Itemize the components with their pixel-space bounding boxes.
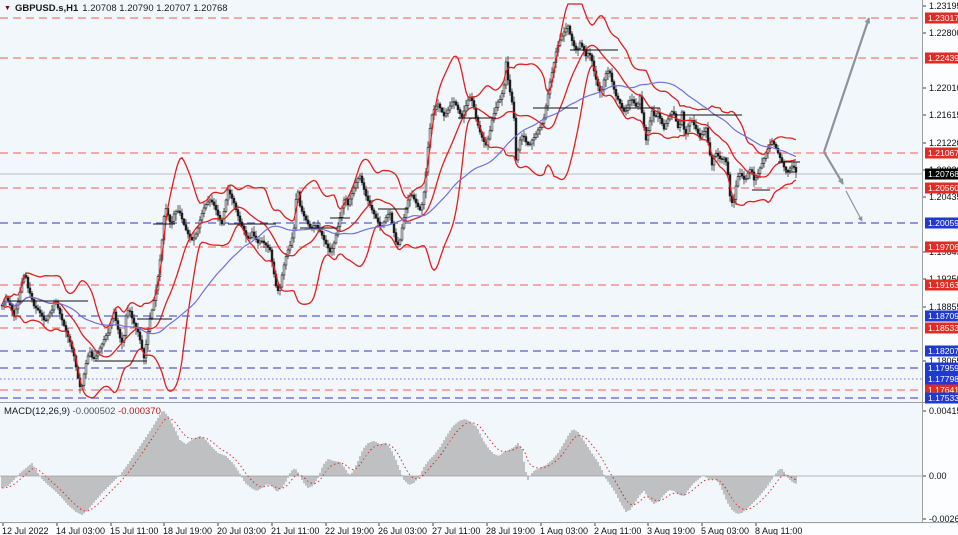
- price-axis-label: 0.004151: [929, 406, 958, 416]
- price-level-badge-text: 1.18533: [928, 323, 958, 333]
- time-axis-label: 15 Jul 11:00: [110, 526, 158, 535]
- time-axis-label: 14 Jul 03:00: [56, 526, 105, 535]
- slow-ma-line: [1, 81, 797, 335]
- price-axis-label: 1.23195: [929, 1, 958, 11]
- price-level-badge: [925, 373, 958, 385]
- time-axis-label: 27 Jul 11:00: [432, 526, 480, 535]
- bollinger-lower: [1, 64, 797, 399]
- time-axis-label: 28 Jul 19:00: [486, 526, 535, 535]
- time-axis-label: 3 Aug 19:00: [647, 526, 695, 535]
- time-axis-label: 20 Jul 03:00: [217, 526, 266, 535]
- price-axis-label: 1.20435: [929, 192, 958, 202]
- forecast-arrow-3[interactable]: [845, 190, 863, 222]
- ohlc-quotes-label: 1.20708 1.20790 1.20707 1.20768: [82, 3, 228, 14]
- price-axis-label: 1.22800: [929, 28, 958, 38]
- bollinger-bands: [1, 3, 797, 399]
- macd-main-value: -0.000502: [72, 406, 116, 417]
- chart-dropdown-icon[interactable]: ▼: [4, 5, 11, 12]
- time-axis-label: 26 Jul 03:00: [378, 526, 427, 535]
- chart-title-bar: ▼ GBPUSD.s,H1 1.20708 1.20790 1.20707 1.…: [4, 3, 228, 14]
- macd-signal-value: -0.000370: [118, 406, 161, 417]
- price-level-badge-text: 1.23017: [928, 13, 958, 23]
- time-axis-label: 22 Jul 19:00: [325, 526, 374, 535]
- price-level-badge: [925, 217, 958, 229]
- price-level-badge-text: 1.18709: [928, 311, 958, 321]
- time-axis-label: 12 Jul 2022: [2, 526, 49, 535]
- macd-pane: [0, 411, 922, 515]
- pane-frame: [0, 0, 958, 523]
- price-level-badge-text: 1.20059: [928, 218, 958, 228]
- price-level-badge: [925, 392, 958, 404]
- macd-name: MACD(12,26,9): [4, 406, 70, 417]
- price-level-badge-text: 1.20768: [928, 169, 958, 179]
- price-level-badge-text: 1.17959: [928, 363, 958, 373]
- forecast-arrows[interactable]: [822, 17, 871, 222]
- price-level-badge-text: 1.19706: [928, 242, 958, 252]
- time-axis-label: 21 Jul 11:00: [271, 526, 319, 535]
- price-level-badge-text: 1.21067: [928, 148, 958, 158]
- price-level-badge-text: 1.19163: [928, 280, 958, 290]
- price-level-badge: [925, 182, 958, 194]
- forecast-arrow-1[interactable]: [822, 17, 871, 153]
- symbol-period-label: GBPUSD.s,H1: [14, 3, 79, 14]
- time-axis-label: 18 Jul 19:00: [163, 526, 212, 535]
- price-level-badge: [925, 345, 958, 357]
- bollinger-upper: [1, 3, 797, 329]
- price-axis-label: 1.19250: [929, 274, 958, 284]
- price-axis-label: 1.21615: [929, 110, 958, 120]
- time-axis-label: 5 Aug 03:00: [701, 526, 749, 535]
- macd-indicator-label: MACD(12,26,9) -0.000502 -0.000370: [4, 406, 161, 417]
- price-level-badge: [925, 12, 958, 24]
- price-level-badge: [925, 52, 958, 64]
- time-axis-label: 1 Aug 03:00: [540, 526, 588, 535]
- horizontal-structure-lines[interactable]: [8, 49, 800, 362]
- forecast-arrow-2[interactable]: [823, 151, 844, 185]
- price-level-badge: [925, 168, 958, 180]
- price-level-badge-text: 1.17533: [928, 393, 958, 403]
- price-axis-label: 1.18855: [929, 302, 958, 312]
- time-axis-label: 2 Aug 11:00: [594, 526, 641, 535]
- price-axis-label: 0.00: [929, 471, 947, 481]
- price-level-badge: [925, 279, 958, 291]
- moving-average-blue: [1, 81, 797, 335]
- price-axis[interactable]: 1.231951.228001.220101.216151.212201.208…: [923, 1, 958, 524]
- price-axis-label: 1.18065: [929, 356, 958, 366]
- price-axis-label: -0.002699: [929, 514, 958, 524]
- time-axis[interactable]: 12 Jul 2022 14 Jul 03:00 15 Jul 11:00 18 Ju…: [2, 523, 802, 535]
- time-axis-label: 8 Aug 11:00: [755, 526, 802, 535]
- price-level-badge-text: 1.22439: [928, 53, 958, 63]
- candlesticks: [0, 22, 798, 394]
- price-level-badge-text: 1.18207: [928, 346, 958, 356]
- price-level-badge: [925, 310, 958, 322]
- price-level-badge-text: 1.17798: [928, 374, 958, 384]
- bollinger-middle: [1, 44, 797, 358]
- price-level-badge: [925, 322, 958, 334]
- support-resistance-lines: [0, 17, 922, 399]
- price-level-badge: [925, 384, 958, 396]
- price-level-badge-text: 1.17641: [928, 385, 958, 395]
- price-level-badge: [925, 147, 958, 159]
- price-axis-label: 1.22010: [929, 83, 958, 93]
- price-level-badge: [925, 362, 958, 374]
- macd-signal-line: [1, 417, 797, 512]
- price-level-badge-text: 1.20560: [928, 183, 958, 193]
- price-level-badge: [925, 241, 958, 253]
- price-axis-label: 1.21220: [929, 138, 958, 148]
